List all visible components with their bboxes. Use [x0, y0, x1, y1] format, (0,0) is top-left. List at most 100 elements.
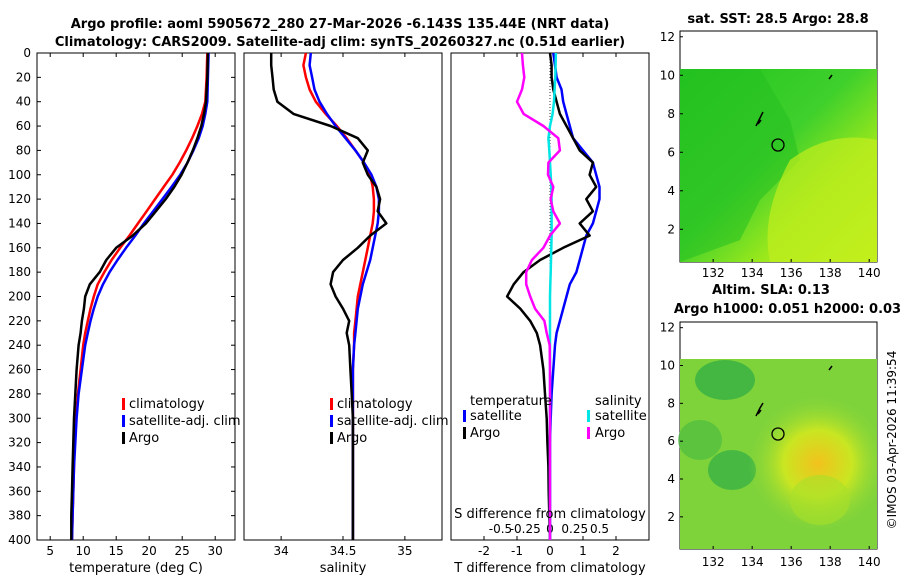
map-x-tick-label: 136 — [780, 266, 803, 280]
s-diff-tick-label: -0.5 — [489, 522, 512, 536]
depth-tick-label: 360 — [8, 484, 31, 498]
salinity-axes-box — [243, 52, 443, 541]
imos-timestamp: ©IMOS 03-Apr-2026 11:39:54 — [885, 351, 899, 530]
x-tick-label: 20 — [142, 544, 157, 558]
map-y-tick-label: 2 — [667, 222, 675, 236]
salinity-panel: 34 34.5 35 salinity climatology satellite-… — [243, 52, 449, 576]
map-y-tick-label: 6 — [667, 434, 675, 448]
difference-panel: -2 -1 0 1 2 -0.5-0.25 0 0.25 0.5 S difference f… — [450, 52, 650, 576]
depth-tick-label: 200 — [8, 290, 31, 304]
map-y-tick-label: 12 — [660, 321, 675, 335]
sla-mid-region — [790, 475, 850, 525]
depth-tick-label: 260 — [8, 363, 31, 377]
island-outline — [755, 402, 764, 417]
sla-map-title-2: Argo h1000: 0.051 h2000: 0.031 — [674, 302, 900, 317]
series-line-argo — [70, 52, 210, 540]
legend-swatch-s-argo — [587, 427, 590, 439]
map-x-tick-label: 140 — [858, 555, 881, 569]
map-x-tick-label: 132 — [702, 555, 725, 569]
legend-swatch-argo — [330, 432, 333, 444]
legend-swatch-t-satellite — [463, 410, 466, 422]
x-tick-label: 25 — [175, 544, 190, 558]
x-tick-label: 35 — [397, 544, 412, 558]
x-tick-label: 34 — [273, 544, 288, 558]
x-tick-label: -2 — [478, 544, 490, 558]
salinity-legend: climatology satellite-adj. clim Argo — [330, 397, 449, 446]
x-tick-label: 5 — [46, 544, 54, 558]
island-outline — [828, 74, 833, 80]
legend-swatch-t-argo — [463, 427, 466, 439]
temperature-legend: climatology satellite-adj. clim Argo — [122, 397, 241, 446]
map-x-tick-label: 136 — [780, 555, 803, 569]
sla-map-ticks: 132 134 136 138 140 2 4 6 8 10 12 — [660, 321, 881, 569]
title-line-1: Argo profile: aoml 5905672_280 27-Mar-20… — [71, 17, 610, 32]
sst-cool-region — [680, 69, 800, 262]
temperature-xlabel: temperature (deg C) — [69, 561, 203, 576]
legend-climatology: climatology — [129, 397, 205, 412]
map-y-tick-label: 10 — [660, 68, 675, 82]
series-line-argo — [269, 53, 388, 540]
depth-tick-label: 280 — [8, 387, 31, 401]
legend-satellite-adj-clim: satellite-adj. clim — [129, 414, 241, 429]
legend-swatch-satellite — [122, 415, 125, 427]
difference-series — [505, 52, 601, 541]
depth-tick-label: 240 — [8, 338, 31, 352]
depth-tick-label: 100 — [8, 168, 31, 182]
map-x-tick-label: 134 — [741, 266, 764, 280]
legend-salinity-title: salinity — [595, 394, 642, 409]
depth-tick-label: 180 — [8, 265, 31, 279]
x-tick-label: 34.5 — [330, 544, 357, 558]
depth-tick-label: 400 — [8, 533, 31, 547]
depth-tick-label: 60 — [16, 119, 31, 133]
depth-tick-label: 0 — [23, 46, 31, 60]
depth-tick-label: 120 — [8, 192, 31, 206]
map-y-tick-label: 12 — [660, 30, 675, 44]
x-tick-label: 30 — [208, 544, 223, 558]
depth-tick-label: 380 — [8, 509, 31, 523]
map-x-tick-label: 132 — [702, 266, 725, 280]
x-tick-label: 0 — [546, 544, 554, 558]
x-tick-label: 10 — [76, 544, 91, 558]
depth-tick-label: 140 — [8, 216, 31, 230]
sst-map-title: sat. SST: 28.5 Argo: 28.8 — [687, 12, 868, 27]
salinity-x-ticks: 34 34.5 35 — [273, 53, 413, 558]
depth-tick-label: 40 — [16, 95, 31, 109]
title-line-2: Climatology: CARS2009. Satellite-adj cli… — [55, 35, 625, 50]
depth-tick-label: 80 — [16, 143, 31, 157]
map-x-tick-label: 138 — [819, 266, 842, 280]
map-y-tick-label: 4 — [667, 184, 675, 198]
map-y-tick-label: 8 — [667, 107, 675, 121]
sla-map-title-1: Altim. SLA: 0.13 — [712, 283, 830, 298]
sst-warm-region — [767, 137, 877, 262]
temperature-series — [70, 52, 210, 541]
depth-tick-label: 160 — [8, 241, 31, 255]
sla-high-region — [680, 359, 877, 549]
salinity-series — [269, 52, 388, 540]
legend-t-satellite: satellite — [470, 409, 522, 424]
map-y-tick-label: 2 — [667, 510, 675, 524]
salinity-xlabel: salinity — [320, 561, 367, 576]
map-x-tick-label: 138 — [819, 555, 842, 569]
depth-tick-label: 300 — [8, 411, 31, 425]
series-line-temperature-argo — [505, 52, 598, 541]
map-x-tick-label: 140 — [858, 266, 881, 280]
temperature-x-ticks: 5 10 15 20 25 30 — [46, 53, 223, 558]
legend-swatch-climatology — [122, 398, 125, 410]
depth-tick-label: 340 — [8, 460, 31, 474]
legend-swatch-argo — [122, 432, 125, 444]
map-y-tick-label: 10 — [660, 359, 675, 373]
s-diff-tick-label: 0.25 — [561, 522, 588, 536]
x-tick-label: 1 — [579, 544, 587, 558]
map-y-tick-label: 8 — [667, 396, 675, 410]
x-tick-label: 15 — [109, 544, 124, 558]
sst-map: sat. SST: 28.5 Argo: 28.8 132 134 136 138 14… — [660, 12, 881, 280]
island-outline — [828, 365, 833, 371]
legend-climatology: climatology — [337, 397, 413, 412]
depth-tick-label: 220 — [8, 314, 31, 328]
map-y-tick-label: 6 — [667, 145, 675, 159]
s-diff-tick-label: 0.5 — [590, 522, 609, 536]
s-difference-label: S difference from climatology — [454, 507, 646, 522]
legend-argo: Argo — [337, 431, 367, 446]
argo-location-marker — [771, 138, 785, 152]
